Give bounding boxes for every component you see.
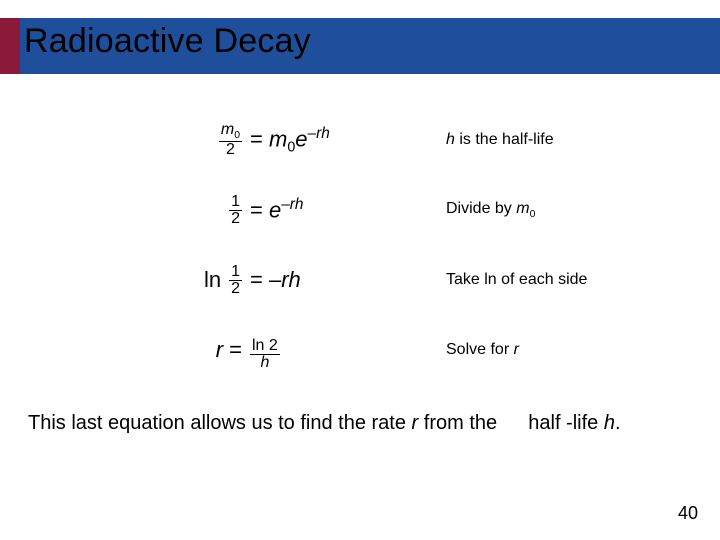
title-accent: [0, 18, 20, 74]
equation-block: m02= m0e–rhh is the half-life12= e–rhDiv…: [0, 105, 720, 385]
equation-annotation: Divide by m0: [428, 200, 720, 220]
page-number: 40: [678, 503, 698, 524]
equation-annotation: Solve for r: [428, 341, 720, 359]
summary-text: This last equation allows us to find the…: [28, 410, 692, 437]
equation-row: r =ln 2hSolve for r: [0, 315, 720, 385]
slide-title: Radioactive Decay: [24, 22, 311, 61]
equation-row: ln12= –rhTake ln of each side: [0, 245, 720, 315]
equation-annotation: Take ln of each side: [428, 271, 720, 289]
equation-row: m02= m0e–rhh is the half-life: [0, 105, 720, 175]
equation-row: 12= e–rhDivide by m0: [0, 175, 720, 245]
equation-annotation: h is the half-life: [428, 131, 720, 149]
